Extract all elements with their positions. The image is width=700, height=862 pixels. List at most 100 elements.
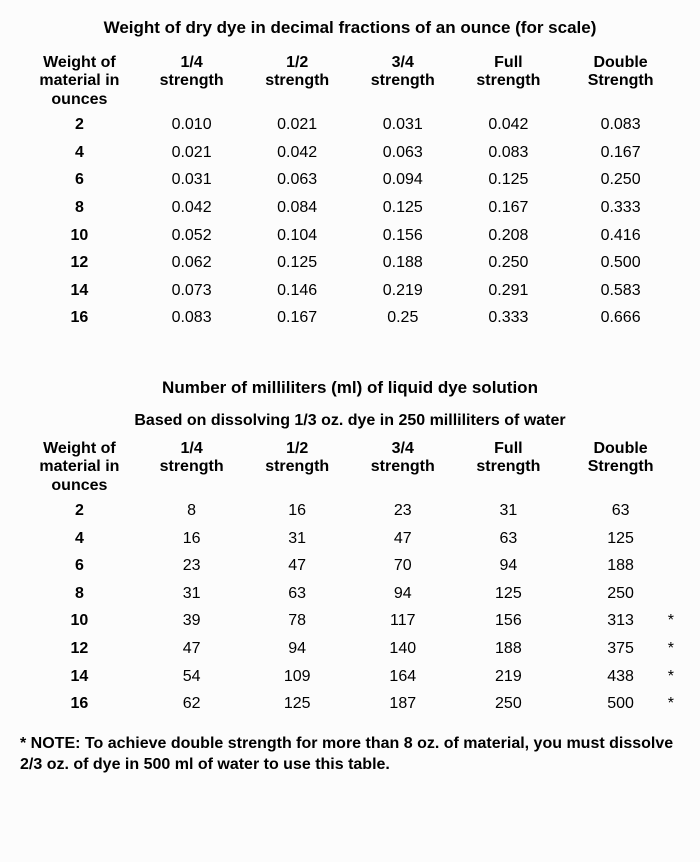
table-cell: 0.291 — [456, 277, 562, 305]
table-row: 623477094188 — [20, 552, 680, 580]
table-cell: 0.156 — [350, 222, 456, 250]
table-cell: 31 — [456, 497, 562, 525]
table-cell: 0.666 — [561, 304, 680, 332]
table-cell: 47 — [350, 525, 456, 553]
table-cell: 0.042 — [456, 111, 562, 139]
asterisk-icon: * — [668, 610, 674, 632]
table-row: 140.0730.1460.2190.2910.583 — [20, 277, 680, 305]
table-cell: 0.333 — [561, 194, 680, 222]
table-cell: 63 — [244, 580, 350, 608]
table-cell: 0.125 — [244, 249, 350, 277]
table-cell: 156 — [456, 607, 562, 635]
table-row: 1662125187250500* — [20, 690, 680, 718]
column-header: 1/2strength — [244, 438, 350, 497]
row-weight: 10 — [20, 222, 139, 250]
table-cell: 0.125 — [456, 166, 562, 194]
table-row: 416314763125 — [20, 525, 680, 553]
row-weight: 4 — [20, 139, 139, 167]
row-weight: 14 — [20, 663, 139, 691]
column-header: DoubleStrength — [561, 52, 680, 111]
table-cell: 0.073 — [139, 277, 245, 305]
table-cell: 0.167 — [456, 194, 562, 222]
table-cell: 63 — [456, 525, 562, 553]
table-cell: 109 — [244, 663, 350, 691]
table-cell: 0.010 — [139, 111, 245, 139]
table-cell: 47 — [244, 552, 350, 580]
row-weight: 6 — [20, 552, 139, 580]
row-weight: 8 — [20, 580, 139, 608]
column-header: 3/4strength — [350, 438, 456, 497]
table-cell: 164 — [350, 663, 456, 691]
table-cell: 0.104 — [244, 222, 350, 250]
table-cell: 78 — [244, 607, 350, 635]
table-row: 8316394125250 — [20, 580, 680, 608]
asterisk-icon: * — [668, 693, 674, 715]
table-cell: 0.167 — [244, 304, 350, 332]
table-row: 160.0830.1670.250.3330.666 — [20, 304, 680, 332]
table-cell: 188 — [561, 552, 680, 580]
table-row: 124794140188375* — [20, 635, 680, 663]
column-header: Weight ofmaterial inounces — [20, 52, 139, 111]
table-cell: 0.083 — [561, 111, 680, 139]
table-cell: 0.083 — [456, 139, 562, 167]
table-cell: 8 — [139, 497, 245, 525]
table-cell: 0.021 — [244, 111, 350, 139]
table-row: 60.0310.0630.0940.1250.250 — [20, 166, 680, 194]
table-cell: 0.219 — [350, 277, 456, 305]
table-cell: 219 — [456, 663, 562, 691]
table-cell: 0.063 — [350, 139, 456, 167]
row-weight: 12 — [20, 635, 139, 663]
table-cell: 63 — [561, 497, 680, 525]
table-cell: 16 — [139, 525, 245, 553]
table-row: 2816233163 — [20, 497, 680, 525]
liquid-dye-table: Weight ofmaterial inounces1/4strength1/2… — [20, 438, 680, 718]
table-cell: 0.083 — [139, 304, 245, 332]
row-weight: 4 — [20, 525, 139, 553]
table-cell: 0.094 — [350, 166, 456, 194]
table-cell: 438* — [561, 663, 680, 691]
table-cell: 0.062 — [139, 249, 245, 277]
table-cell: 39 — [139, 607, 245, 635]
table-row: 20.0100.0210.0310.0420.083 — [20, 111, 680, 139]
table-cell: 0.250 — [456, 249, 562, 277]
table-cell: 0.021 — [139, 139, 245, 167]
table-cell: 0.084 — [244, 194, 350, 222]
table-cell: 250 — [561, 580, 680, 608]
row-weight: 10 — [20, 607, 139, 635]
column-header: Fullstrength — [456, 52, 562, 111]
dry-dye-table: Weight ofmaterial inounces1/4strength1/2… — [20, 52, 680, 332]
row-weight: 16 — [20, 304, 139, 332]
table-cell: 0.031 — [139, 166, 245, 194]
row-weight: 2 — [20, 111, 139, 139]
column-header: Fullstrength — [456, 438, 562, 497]
column-header: 1/2strength — [244, 52, 350, 111]
table-cell: 140 — [350, 635, 456, 663]
table-cell: 94 — [244, 635, 350, 663]
table-row: 40.0210.0420.0630.0830.167 — [20, 139, 680, 167]
row-weight: 8 — [20, 194, 139, 222]
column-header: 1/4strength — [139, 438, 245, 497]
row-weight: 14 — [20, 277, 139, 305]
table-cell: 0.042 — [244, 139, 350, 167]
table-cell: 0.042 — [139, 194, 245, 222]
table-cell: 94 — [350, 580, 456, 608]
table-cell: 31 — [139, 580, 245, 608]
asterisk-icon: * — [668, 638, 674, 660]
row-weight: 2 — [20, 497, 139, 525]
table-cell: 0.125 — [350, 194, 456, 222]
table-cell: 0.583 — [561, 277, 680, 305]
column-header: Weight ofmaterial inounces — [20, 438, 139, 497]
table2-subtitle: Based on dissolving 1/3 oz. dye in 250 m… — [20, 412, 680, 430]
footnote: * NOTE: To achieve double strength for m… — [20, 734, 680, 776]
table-row: 1454109164219438* — [20, 663, 680, 691]
asterisk-icon: * — [668, 666, 674, 688]
column-header: 1/4strength — [139, 52, 245, 111]
row-weight: 16 — [20, 690, 139, 718]
table-cell: 16 — [244, 497, 350, 525]
table-cell: 0.188 — [350, 249, 456, 277]
table-cell: 125 — [561, 525, 680, 553]
table-cell: 187 — [350, 690, 456, 718]
row-weight: 6 — [20, 166, 139, 194]
table1-title: Weight of dry dye in decimal fractions o… — [20, 18, 680, 38]
table-cell: 47 — [139, 635, 245, 663]
